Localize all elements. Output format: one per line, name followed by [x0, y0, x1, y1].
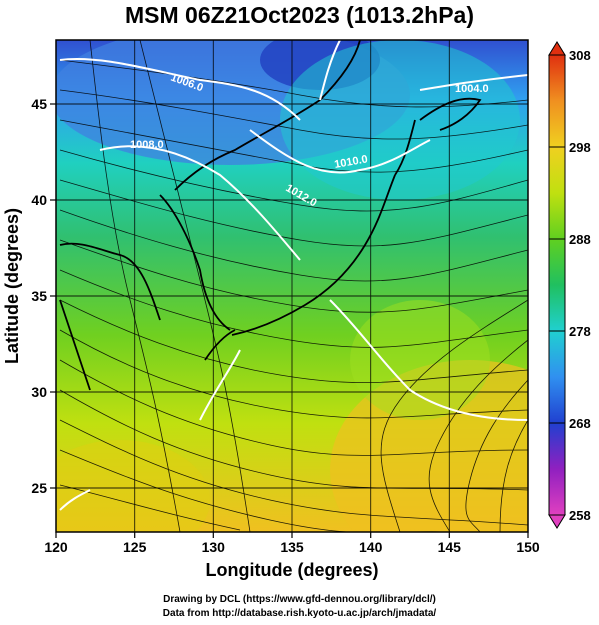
isobar-label: 1004.0: [455, 83, 489, 95]
colorbar-tick-label: 288: [569, 232, 591, 247]
colorbar-tick-label: 258: [569, 508, 591, 523]
y-tick-label: 30: [31, 384, 47, 400]
colorbar-tick-label: 278: [569, 324, 591, 339]
graticule: [56, 40, 528, 532]
x-tick-label: 130: [202, 539, 226, 555]
axis-ticks: [50, 103, 529, 538]
x-tick-label: 135: [280, 539, 304, 555]
map-title: MSM 06Z21Oct2023 (1013.2hPa): [124, 2, 474, 28]
y-tick-labels: 25 30 35 40 45: [31, 96, 47, 496]
coastlines: [59, 40, 482, 391]
credits-drawing: Drawing by DCL (https://www.gfd-dennou.o…: [163, 594, 436, 605]
x-tick-labels: 120 125 130 135 140 145 150: [44, 539, 540, 555]
colorbar: 308 298 288 278 268 258: [548, 41, 591, 529]
isobar-label: 1010.0: [333, 153, 368, 171]
x-tick-label: 140: [359, 539, 383, 555]
credits-data: Data from http://database.rish.kyoto-u.a…: [162, 608, 437, 619]
x-axis-title: Longitude (degrees): [205, 560, 378, 580]
y-axis-title: Latitude (degrees): [2, 208, 22, 364]
y-tick-label: 40: [31, 192, 47, 208]
x-tick-label: 120: [44, 539, 68, 555]
streamlines: [59, 40, 528, 532]
colorbar-tick-label: 308: [569, 48, 591, 63]
x-tick-label: 145: [438, 539, 462, 555]
colorbar-tick-label: 268: [569, 416, 591, 431]
y-tick-label: 25: [31, 480, 47, 496]
x-tick-label: 150: [516, 539, 540, 555]
isobars: [59, 40, 528, 511]
y-tick-label: 45: [31, 96, 47, 112]
colorbar-tick-label: 298: [569, 140, 591, 155]
x-tick-label: 125: [123, 539, 147, 555]
temperature-field: [56, 40, 528, 532]
isobar-label: 1008.0: [130, 139, 164, 151]
y-tick-label: 35: [31, 288, 47, 304]
